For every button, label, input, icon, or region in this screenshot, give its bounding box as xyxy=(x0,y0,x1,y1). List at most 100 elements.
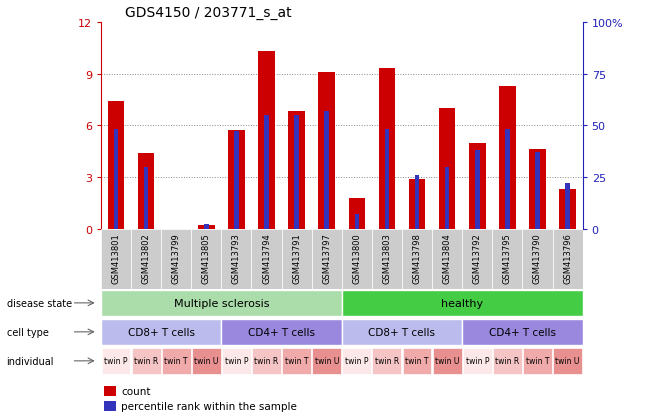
Text: CD8+ T cells: CD8+ T cells xyxy=(368,327,436,337)
Text: disease state: disease state xyxy=(7,298,72,308)
Bar xyxy=(469,143,486,229)
Text: twin P: twin P xyxy=(345,356,368,366)
Bar xyxy=(402,348,432,374)
Bar xyxy=(445,167,449,229)
Bar xyxy=(294,116,299,229)
Text: CD4+ T cells: CD4+ T cells xyxy=(489,327,556,337)
Bar xyxy=(433,348,462,374)
Bar xyxy=(355,215,359,229)
Bar xyxy=(312,348,341,374)
Bar xyxy=(222,348,251,374)
Bar xyxy=(342,290,583,316)
Text: count: count xyxy=(121,387,151,396)
Text: CD4+ T cells: CD4+ T cells xyxy=(248,327,315,337)
Bar xyxy=(107,102,124,229)
Bar xyxy=(529,150,546,229)
Text: GSM413799: GSM413799 xyxy=(172,232,181,283)
Bar xyxy=(523,348,552,374)
Bar xyxy=(264,116,269,229)
Bar xyxy=(324,112,329,229)
Text: healthy: healthy xyxy=(441,298,483,308)
Bar xyxy=(492,229,522,289)
Bar xyxy=(372,229,402,289)
Text: GSM413792: GSM413792 xyxy=(473,232,482,283)
Bar xyxy=(104,401,116,411)
Bar xyxy=(348,198,365,229)
Bar xyxy=(191,229,221,289)
Text: GSM413793: GSM413793 xyxy=(232,232,241,283)
Bar xyxy=(559,190,576,229)
Bar xyxy=(221,229,251,289)
Bar xyxy=(102,348,130,374)
Bar xyxy=(252,348,281,374)
Bar xyxy=(281,229,312,289)
Bar xyxy=(409,179,425,229)
Text: twin U: twin U xyxy=(194,356,219,366)
Bar xyxy=(104,386,116,396)
Text: twin P: twin P xyxy=(465,356,489,366)
Bar xyxy=(114,130,118,229)
Bar xyxy=(379,69,395,229)
Text: GSM413803: GSM413803 xyxy=(382,232,391,283)
Bar xyxy=(192,348,221,374)
Text: twin U: twin U xyxy=(435,356,460,366)
Text: GSM413795: GSM413795 xyxy=(503,232,512,283)
Bar xyxy=(372,348,402,374)
Text: Multiple sclerosis: Multiple sclerosis xyxy=(174,298,269,308)
Text: individual: individual xyxy=(7,356,54,366)
Text: GDS4150 / 203771_s_at: GDS4150 / 203771_s_at xyxy=(125,6,292,20)
Text: GSM413794: GSM413794 xyxy=(262,232,271,283)
Bar xyxy=(161,229,191,289)
Bar xyxy=(565,184,570,229)
Bar xyxy=(132,348,161,374)
Bar xyxy=(131,229,161,289)
Bar xyxy=(342,229,372,289)
Text: GSM413804: GSM413804 xyxy=(443,232,452,283)
Bar xyxy=(138,154,154,229)
Bar xyxy=(462,319,583,345)
Text: twin P: twin P xyxy=(225,356,248,366)
Text: twin P: twin P xyxy=(104,356,128,366)
Bar xyxy=(288,112,305,229)
Text: GSM413805: GSM413805 xyxy=(202,232,211,283)
Bar xyxy=(282,348,311,374)
Bar xyxy=(204,224,208,229)
Bar xyxy=(439,109,456,229)
Text: GSM413791: GSM413791 xyxy=(292,232,301,283)
Bar xyxy=(385,130,389,229)
Bar xyxy=(234,132,239,229)
Bar xyxy=(101,319,221,345)
Text: twin U: twin U xyxy=(555,356,580,366)
Bar xyxy=(499,86,516,229)
Bar xyxy=(161,348,191,374)
Bar xyxy=(505,130,510,229)
Bar xyxy=(342,348,371,374)
Text: twin T: twin T xyxy=(406,356,429,366)
Bar xyxy=(463,348,492,374)
Bar xyxy=(475,151,480,229)
Bar xyxy=(101,290,342,316)
Text: GSM413801: GSM413801 xyxy=(111,232,120,283)
Text: twin R: twin R xyxy=(495,356,519,366)
Text: GSM413802: GSM413802 xyxy=(141,232,150,283)
Text: twin U: twin U xyxy=(314,356,339,366)
Text: GSM413797: GSM413797 xyxy=(322,232,331,283)
Bar xyxy=(198,226,215,229)
Bar xyxy=(221,319,342,345)
Bar xyxy=(493,348,522,374)
Bar xyxy=(318,73,335,229)
Bar xyxy=(415,176,419,229)
Bar xyxy=(522,229,553,289)
Text: twin T: twin T xyxy=(165,356,188,366)
Text: twin R: twin R xyxy=(134,356,158,366)
Bar xyxy=(402,229,432,289)
Bar xyxy=(535,153,540,229)
Text: GSM413790: GSM413790 xyxy=(533,232,542,283)
Bar xyxy=(258,52,275,229)
Bar xyxy=(144,167,148,229)
Bar xyxy=(432,229,462,289)
Text: cell type: cell type xyxy=(7,327,48,337)
Bar xyxy=(553,348,582,374)
Text: GSM413800: GSM413800 xyxy=(352,232,361,283)
Bar xyxy=(251,229,281,289)
